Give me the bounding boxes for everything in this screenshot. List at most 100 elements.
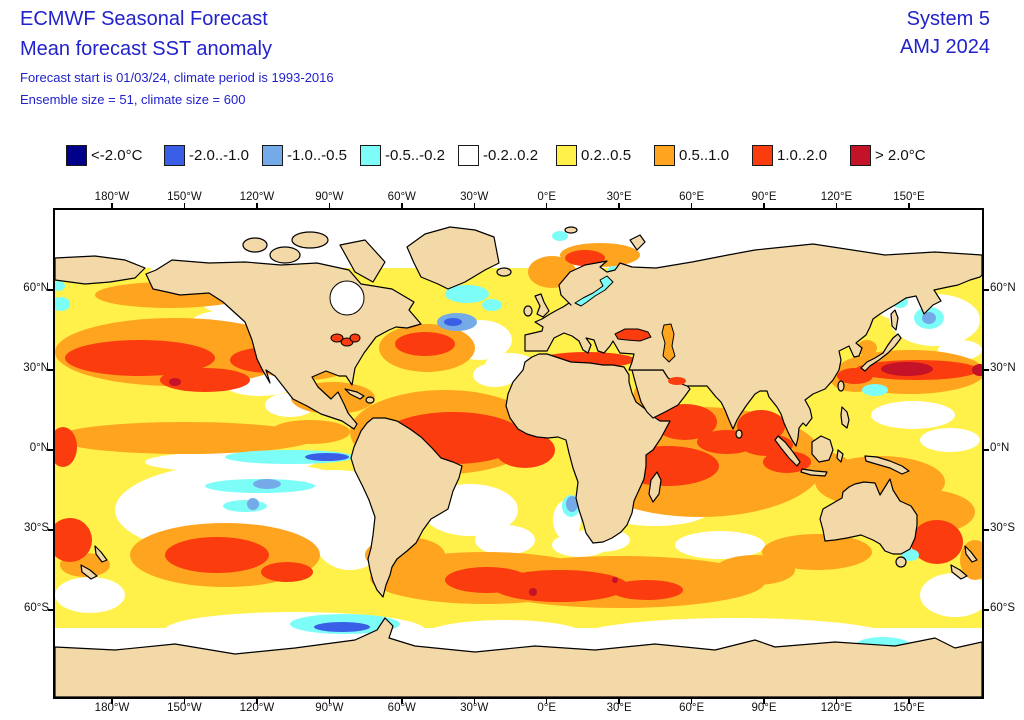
lat-tick-left: 0°N [29, 442, 49, 454]
anomaly-extreme-regions [169, 362, 982, 596]
lon-tick-bottom: 150°E [893, 702, 925, 714]
legend-swatch [556, 144, 577, 166]
tick-mark [984, 609, 989, 611]
lat-tick-right: 0°N [990, 442, 1010, 454]
lon-tick-bottom: 60°E [679, 702, 705, 714]
legend-label: -2.0..-1.0 [189, 146, 250, 164]
tick-mark [111, 203, 113, 208]
tick-mark [328, 699, 331, 704]
tick-mark [401, 699, 403, 704]
new-zealand-south-wrap [80, 564, 98, 580]
lon-tick-bottom: 30°W [460, 702, 489, 714]
lat-tick-left: 30°S [23, 522, 49, 534]
tick-mark [763, 699, 765, 704]
tick-mark [48, 449, 53, 451]
legend-label: 1.0..2.0 [777, 146, 828, 164]
tick-mark [256, 203, 258, 208]
lon-tick-top: 150°W [167, 191, 202, 203]
madagascar [648, 471, 662, 503]
japan [860, 333, 902, 372]
season-label: AMJ 2024 [899, 36, 990, 58]
lon-tick-top: 180°W [94, 191, 130, 203]
legend-swatch [360, 144, 381, 166]
legend-label: -0.5..-0.2 [385, 146, 446, 164]
lon-tick-bottom: 60°W [387, 702, 416, 714]
lat-tick-right: 60°S [990, 602, 1016, 614]
united-kingdom [534, 293, 550, 318]
legend-swatch [164, 144, 185, 166]
lon-tick-bottom: 150°W [167, 702, 202, 714]
world-map [55, 210, 982, 697]
lon-tick-bottom: 120°W [239, 702, 275, 714]
new-guinea [864, 455, 910, 475]
new-zealand-south [950, 564, 968, 580]
lat-tick-left: 30°N [23, 362, 49, 374]
tick-mark [690, 203, 693, 208]
page-title: ECMWF Seasonal Forecast [20, 8, 268, 30]
philippines [840, 406, 850, 429]
lon-tick-top: 30°W [460, 191, 489, 203]
lon-tick-top: 60°E [679, 191, 705, 203]
south-america [350, 417, 463, 598]
tasmania [895, 556, 907, 568]
new-zealand-north-wrap [94, 545, 108, 563]
continents [55, 226, 982, 697]
lon-tick-bottom: 90°E [751, 702, 777, 714]
tick-mark [111, 699, 113, 704]
tick-mark [618, 203, 620, 208]
tick-mark [401, 203, 403, 208]
arctic-island [242, 237, 268, 253]
anomaly-very-cold-regions [305, 318, 897, 653]
tick-mark [473, 699, 475, 704]
tick-mark [763, 203, 765, 208]
new-zealand-north [964, 545, 978, 563]
africa [505, 353, 671, 544]
lon-tick-top: 0°E [537, 191, 557, 203]
tick-mark [545, 699, 548, 704]
black-sea [614, 328, 652, 342]
tick-mark [473, 203, 475, 208]
legend-label: -0.2..0.2 [483, 146, 539, 164]
sumatra [774, 435, 801, 467]
svalbard [564, 226, 578, 234]
eurasia [524, 243, 982, 447]
tick-mark [690, 699, 693, 704]
legend-item-8: 1.0..2.0 [752, 143, 827, 167]
legend-item-9: > 2.0°C [850, 143, 926, 167]
lon-tick-bottom: 180°W [94, 702, 130, 714]
great-lake [349, 333, 361, 343]
arctic-island [291, 231, 329, 249]
color-legend: <-2.0°C -2.0..-1.0 -1.0..-0.5 -0.5..-0.2 -0.… [0, 143, 1024, 169]
legend-label: 0.5..1.0 [679, 146, 730, 164]
lon-tick-top: 150°E [893, 191, 925, 203]
tick-mark [48, 289, 53, 291]
tick-mark [545, 203, 548, 208]
tick-mark [48, 609, 53, 611]
tick-mark [835, 203, 838, 208]
lon-tick-bottom: 90°W [315, 702, 344, 714]
sri-lanka [735, 429, 743, 439]
tick-mark [908, 699, 910, 704]
tick-mark [984, 369, 989, 371]
great-lake [330, 333, 344, 343]
siberia-wrap [55, 255, 146, 285]
greenland [406, 226, 500, 290]
inland-seas [329, 275, 686, 385]
lat-tick-right: 30°N [990, 362, 1016, 374]
legend-item-2: -2.0..-1.0 [164, 143, 249, 167]
lon-tick-top: 90°E [751, 191, 777, 203]
tick-mark [908, 203, 910, 208]
legend-label: 0.2..0.5 [581, 146, 632, 164]
legend-swatch [66, 144, 87, 166]
legend-item-3: -1.0..-0.5 [262, 143, 347, 167]
cuba [344, 388, 365, 400]
lon-tick-bottom: 120°E [820, 702, 853, 714]
legend-item-1: <-2.0°C [66, 143, 142, 167]
lon-tick-bottom: 0°E [537, 702, 557, 714]
caspian-sea [661, 323, 676, 363]
system-label: System 5 [906, 8, 990, 30]
legend-item-6: 0.2..0.5 [556, 143, 631, 167]
ensemble-size-line: Ensemble size = 51, climate size = 600 [20, 92, 246, 107]
novaya-zemlya [629, 234, 646, 251]
lat-tick-right: 30°S [990, 522, 1016, 534]
